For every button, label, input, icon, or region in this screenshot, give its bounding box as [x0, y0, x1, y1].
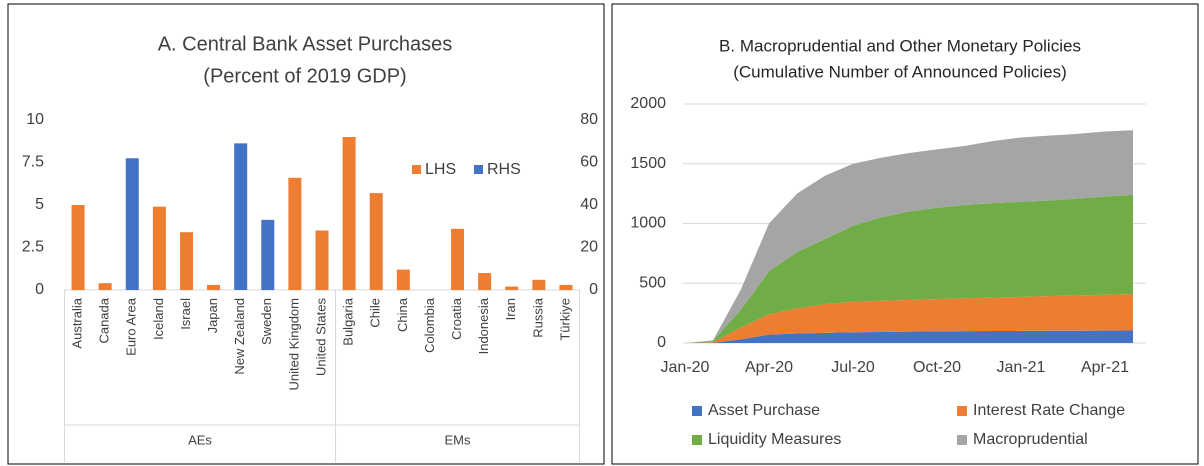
bar: [559, 284, 573, 290]
y2-tick-label: 20: [580, 239, 598, 256]
bar: [261, 219, 275, 290]
panel-a-border: [7, 3, 605, 465]
area: [685, 194, 1133, 343]
x-tick-label: Chile: [368, 298, 383, 328]
y2-tick-label: 40: [580, 196, 598, 213]
bar: [179, 232, 193, 290]
chart-title: B. Macroprudential and Other Monetary Po…: [719, 36, 1081, 55]
bar: [152, 206, 166, 290]
y-tick-label: 7.5: [22, 154, 44, 171]
y2-tick-label: 60: [580, 154, 598, 171]
x-tick-label: Australia: [69, 297, 84, 348]
x-tick-label: Euro Area: [124, 297, 139, 356]
legend-swatch: [957, 406, 967, 416]
chart-subtitle: (Percent of 2019 GDP): [203, 65, 406, 87]
area: [685, 330, 1133, 343]
x-tick-label: Croatia: [449, 297, 464, 340]
y-tick-label: 10: [26, 111, 44, 128]
bar: [451, 228, 465, 290]
x-tick-label: China: [395, 297, 410, 332]
chart-title: A. Central Bank Asset Purchases: [158, 33, 453, 55]
legend-label: Asset Purchase: [708, 402, 820, 419]
x-tick-label: Iceland: [151, 298, 166, 340]
x-tick-label: Colombia: [422, 297, 437, 353]
chart-subtitle: (Cumulative Number of Announced Policies…: [733, 62, 1067, 81]
bar: [315, 230, 329, 290]
y2-tick-label: 0: [589, 281, 598, 298]
x-tick-label: Jan-21: [997, 359, 1046, 376]
legend-label: Macroprudential: [973, 431, 1088, 448]
x-tick-label: New Zealand: [232, 298, 247, 375]
x-tick-label: United Kingdom: [286, 298, 301, 391]
y-tick-label: 0: [657, 334, 666, 351]
bar: [342, 137, 356, 290]
bar: [98, 283, 112, 290]
x-tick-label: Sweden: [259, 298, 274, 345]
x-tick-label: Israel: [178, 298, 193, 330]
legend-label: Liquidity Measures: [708, 431, 841, 448]
legend-swatch: [692, 435, 702, 445]
legend-label: LHS: [425, 161, 456, 178]
y-tick-label: 2.5: [22, 239, 44, 256]
x-tick-label: Indonesia: [476, 297, 491, 354]
y-tick-label: 0: [35, 281, 44, 298]
area: [685, 294, 1133, 343]
y-tick-label: 5: [35, 196, 44, 213]
legend-label: RHS: [487, 161, 521, 178]
area: [685, 130, 1133, 343]
legend-swatch: [957, 435, 967, 445]
bar: [71, 205, 85, 290]
x-tick-label: Russia: [530, 297, 545, 338]
y-tick-label: 1000: [630, 215, 666, 232]
x-tick-label: Oct-20: [913, 359, 961, 376]
bar: [288, 177, 302, 290]
group-label: AEs: [188, 432, 212, 447]
bar: [532, 279, 546, 290]
bar: [369, 193, 383, 290]
group-label: EMs: [445, 432, 472, 447]
bar: [125, 158, 139, 290]
y-tick-label: 500: [639, 274, 666, 291]
legend-swatch: [474, 165, 483, 174]
x-tick-label: Bulgaria: [341, 297, 356, 345]
x-tick-label: Jan-20: [661, 359, 710, 376]
legend-label: Interest Rate Change: [973, 402, 1125, 419]
x-tick-label: Türkiye: [557, 298, 572, 341]
legend-swatch: [412, 165, 421, 174]
x-tick-label: Jul-20: [831, 359, 875, 376]
panel-b-border: [611, 3, 1199, 465]
bar: [396, 269, 410, 290]
x-tick-label: Apr-20: [745, 359, 793, 376]
y2-tick-label: 80: [580, 111, 598, 128]
bar: [505, 286, 519, 290]
y-tick-label: 1500: [630, 155, 666, 172]
x-tick-label: Apr-21: [1081, 359, 1129, 376]
x-tick-label: Iran: [503, 298, 518, 320]
legend-swatch: [692, 406, 702, 416]
bar: [207, 284, 221, 290]
x-tick-label: Japan: [205, 298, 220, 333]
x-tick-label: United States: [313, 298, 328, 377]
y-tick-label: 2000: [630, 95, 666, 112]
x-tick-label: Canada: [97, 297, 112, 343]
bar: [234, 143, 248, 290]
bar: [478, 273, 492, 290]
